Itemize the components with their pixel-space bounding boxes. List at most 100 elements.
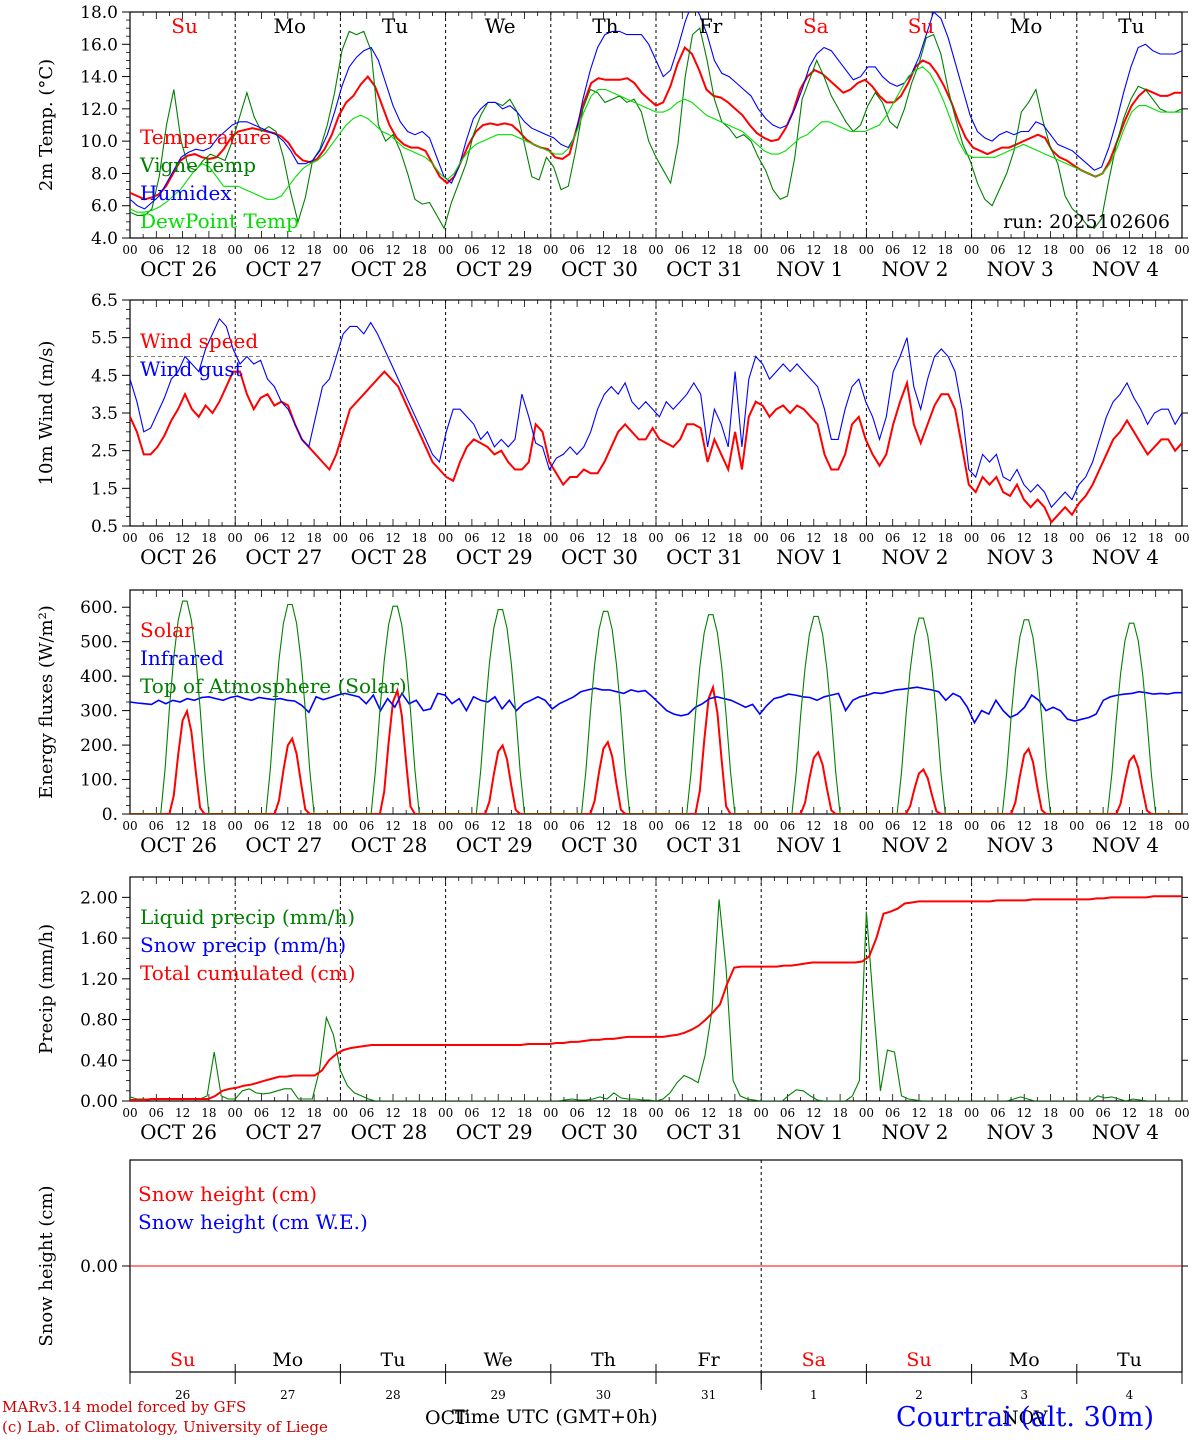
hour-tick-label: 12	[491, 243, 506, 257]
hour-tick-label: 00	[1174, 1106, 1189, 1120]
day-name: Mo	[274, 14, 307, 38]
series-solar	[130, 683, 1182, 814]
date-label: OCT 28	[351, 1120, 428, 1144]
date-label: OCT 30	[561, 833, 638, 857]
hour-tick-label: 18	[412, 1106, 427, 1120]
bottom-day-number: 30	[596, 1388, 611, 1402]
hour-tick-label: 06	[569, 243, 584, 257]
bottom-day-name: Fr	[697, 1349, 720, 1371]
y-tick-label: 2.5	[91, 442, 118, 462]
hour-tick-label: 12	[911, 243, 926, 257]
hour-tick-label: 00	[228, 819, 243, 833]
hour-tick-label: 06	[1095, 819, 1110, 833]
hour-tick-label: 06	[1095, 243, 1110, 257]
hour-tick-label: 00	[228, 1106, 243, 1120]
hour-tick-label: 00	[964, 531, 979, 545]
hour-tick-label: 12	[175, 819, 190, 833]
hour-tick-label: 12	[596, 243, 611, 257]
hour-tick-label: 00	[438, 531, 453, 545]
hour-tick-label: 06	[569, 819, 584, 833]
hour-tick-label: 18	[517, 819, 532, 833]
date-label: NOV 1	[776, 1120, 843, 1144]
hour-tick-label: 00	[859, 819, 874, 833]
date-label: NOV 2	[881, 833, 948, 857]
legend-entry: Vigne temp	[139, 153, 256, 177]
hour-tick-label: 18	[1043, 531, 1058, 545]
hour-tick-label: 18	[306, 531, 321, 545]
day-name: Mo	[1010, 14, 1043, 38]
bottom-day-name: Th	[591, 1349, 616, 1371]
hour-tick-label: 18	[622, 243, 637, 257]
y-tick-label: 400.	[80, 667, 118, 687]
hour-tick-label: 18	[938, 531, 953, 545]
bottom-day-number: 31	[701, 1388, 716, 1402]
bottom-day-number: 3	[1020, 1388, 1028, 1402]
day-name: Tu	[1118, 14, 1144, 38]
hour-tick-label: 12	[1122, 1106, 1137, 1120]
hour-tick-label: 18	[727, 243, 742, 257]
date-label: NOV 2	[881, 257, 948, 281]
hour-tick-label: 06	[885, 1106, 900, 1120]
y-tick-label: 1.60	[80, 929, 118, 949]
hour-tick-label: 18	[306, 819, 321, 833]
date-label: OCT 28	[351, 257, 428, 281]
legend-entry: Liquid precip (mm/h)	[140, 905, 355, 929]
y-tick-label: 300.	[80, 702, 118, 722]
date-label: NOV 1	[776, 257, 843, 281]
date-label: OCT 31	[666, 1120, 743, 1144]
bottom-day-name: Tu	[381, 1349, 406, 1371]
hour-tick-label: 18	[1148, 819, 1163, 833]
date-label: OCT 31	[666, 257, 743, 281]
date-label: OCT 29	[456, 257, 533, 281]
series-vigne-temp	[130, 27, 1182, 230]
hour-tick-label: 00	[648, 819, 663, 833]
hour-tick-label: 18	[1148, 531, 1163, 545]
y-tick-label: 14.0	[80, 68, 118, 88]
y-tick-label: 1.20	[80, 970, 118, 990]
hour-tick-label: 00	[228, 243, 243, 257]
hour-tick-label: 00	[754, 243, 769, 257]
y-axis-label: Energy fluxes (W/m²)	[36, 605, 57, 799]
y-tick-label: 6.0	[91, 197, 118, 217]
date-label: NOV 3	[987, 257, 1054, 281]
bottom-day-name: Su	[170, 1349, 195, 1371]
hour-tick-label: 06	[254, 531, 269, 545]
date-label: NOV 4	[1092, 1120, 1159, 1144]
hour-tick-label: 00	[648, 1106, 663, 1120]
day-name: Sa	[803, 14, 829, 38]
date-label: OCT 27	[245, 257, 322, 281]
date-label: OCT 26	[140, 257, 217, 281]
hour-tick-label: 18	[938, 243, 953, 257]
hour-tick-label: 00	[543, 819, 558, 833]
y-tick-label: 2.00	[80, 888, 118, 908]
hour-tick-label: 06	[1095, 531, 1110, 545]
hour-tick-label: 12	[1017, 531, 1032, 545]
hour-tick-label: 12	[280, 243, 295, 257]
hour-tick-label: 18	[306, 243, 321, 257]
hour-tick-label: 12	[911, 1106, 926, 1120]
hour-tick-label: 18	[1043, 243, 1058, 257]
bottom-day-name: Mo	[272, 1349, 303, 1371]
hour-tick-label: 18	[938, 1106, 953, 1120]
date-label: OCT 26	[140, 545, 217, 569]
legend-entry: Temperature	[140, 125, 271, 149]
hour-tick-label: 00	[1174, 243, 1189, 257]
y-tick-label: 4.5	[91, 366, 118, 386]
hour-tick-label: 06	[569, 531, 584, 545]
hour-tick-label: 06	[675, 531, 690, 545]
hour-tick-label: 06	[990, 531, 1005, 545]
hour-tick-label: 12	[385, 1106, 400, 1120]
hour-tick-label: 18	[727, 531, 742, 545]
legend-entry: Humidex	[140, 181, 232, 205]
hour-tick-label: 06	[464, 531, 479, 545]
hour-tick-label: 12	[806, 243, 821, 257]
date-label: NOV 4	[1092, 545, 1159, 569]
bottom-day-number: 29	[491, 1388, 506, 1402]
hour-tick-label: 18	[517, 243, 532, 257]
y-tick-label: 0.	[102, 805, 118, 825]
y-tick-label: 600.	[80, 598, 118, 618]
y-tick-label: 5.5	[91, 329, 118, 349]
hour-tick-label: 12	[385, 819, 400, 833]
series-wind-gust	[130, 317, 1182, 509]
date-label: OCT 28	[351, 545, 428, 569]
